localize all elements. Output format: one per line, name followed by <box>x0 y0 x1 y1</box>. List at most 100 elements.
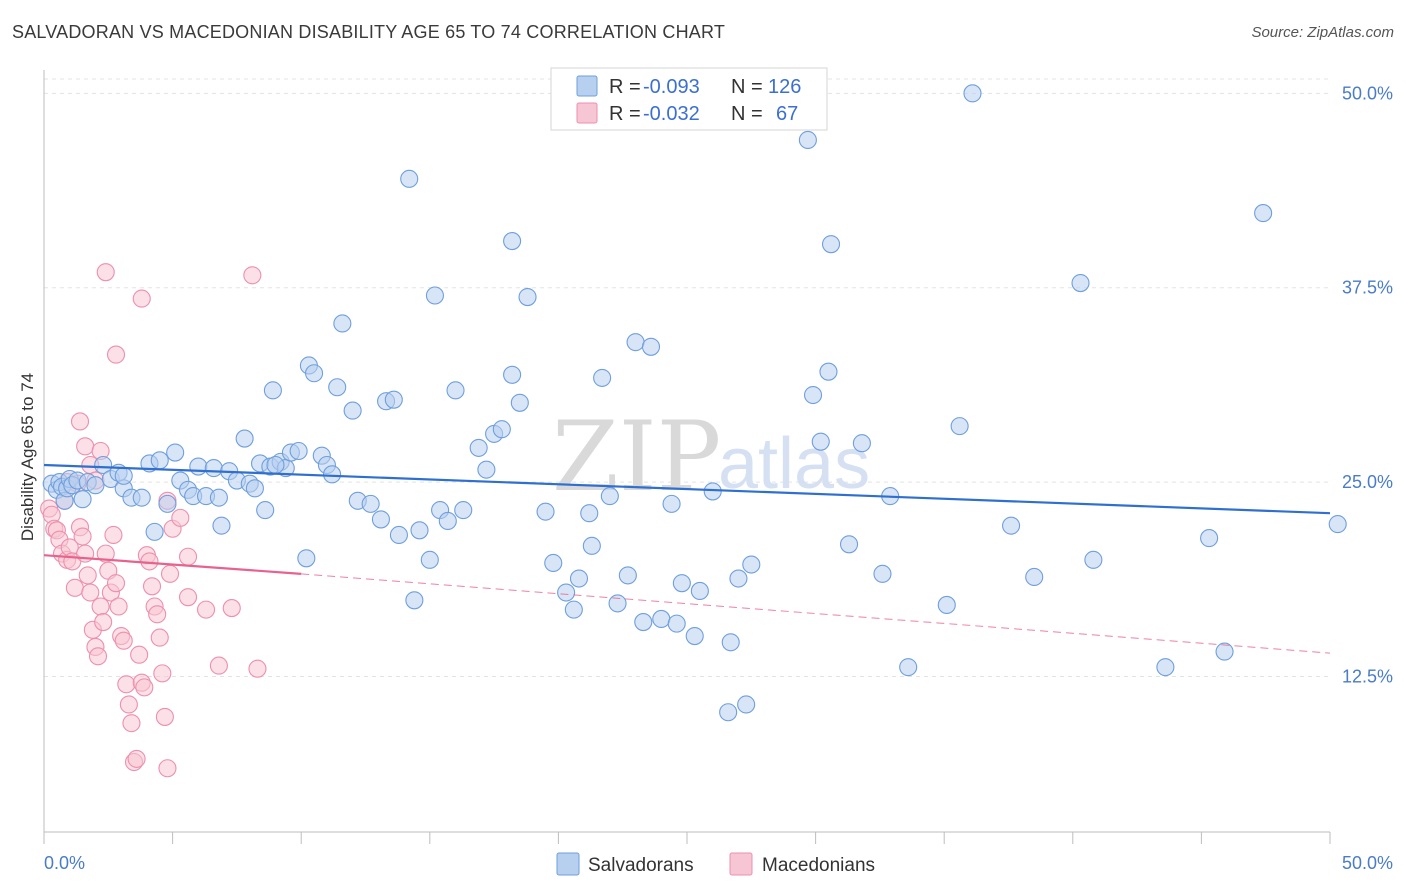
legend-n-value-2: 67 <box>776 103 798 125</box>
salvadorans-point <box>963 84 982 103</box>
salvadorans-point <box>114 466 133 485</box>
salvadorans-points <box>42 84 1347 722</box>
salvadorans-point <box>189 457 208 476</box>
salvadorans-point <box>305 364 324 383</box>
legend-r-label-1: R = <box>609 76 641 98</box>
salvadorans-point <box>1002 516 1021 535</box>
salvadorans-point <box>803 385 823 405</box>
salvadorans-point <box>420 550 439 569</box>
salvadorans-point <box>819 362 838 381</box>
macedonians-point <box>178 547 198 566</box>
macedonians-point <box>73 527 92 546</box>
axes <box>43 70 1331 844</box>
salvadorans-point <box>1071 273 1090 293</box>
salvadorans-point <box>256 501 275 520</box>
macedonians-point <box>150 628 169 647</box>
salvadorans-point <box>1084 550 1103 569</box>
legend-n-label-2: N = <box>731 103 763 125</box>
salvadorans-point <box>641 337 661 356</box>
salvadorans-point <box>289 441 308 461</box>
salvadorans-point <box>536 502 555 521</box>
salvadorans-point <box>1025 567 1044 587</box>
salvadorans-point <box>343 401 362 420</box>
macedonians-point <box>65 578 84 597</box>
salvadorans-point <box>721 633 740 652</box>
salvadorans-point <box>150 451 169 470</box>
salvadorans-point <box>361 494 380 513</box>
salvadorans-point <box>652 609 671 629</box>
macedonians-point <box>155 707 174 726</box>
salvadorans-trend-line <box>43 463 1331 515</box>
salvadorans-point <box>384 390 403 409</box>
salvadorans-point <box>634 613 653 632</box>
salvadorans-point <box>937 595 956 615</box>
salvadorans-point <box>719 703 738 722</box>
salvadorans-point <box>742 555 761 574</box>
y-tick-label-3: 50.0% <box>1342 83 1393 103</box>
macedonians-point <box>153 664 172 683</box>
y-tick-label-1: 25.0% <box>1342 472 1393 492</box>
legend-swatch-salvadorans <box>576 75 598 97</box>
x-tick-label-0: 0.0% <box>44 853 85 873</box>
salvadorans-point <box>333 314 352 333</box>
salvadorans-point <box>662 494 681 513</box>
legend-n-label-1: N = <box>731 76 763 98</box>
macedonians-point <box>104 525 123 545</box>
salvadorans-point <box>899 658 918 677</box>
macedonians-point <box>135 678 154 697</box>
x-tick-label-1: 50.0% <box>1342 853 1393 873</box>
salvadorans-point <box>593 368 612 387</box>
macedonians-point <box>114 631 133 650</box>
salvadorans-point <box>557 583 576 602</box>
macedonians-point <box>109 597 128 616</box>
salvadorans-point <box>510 393 529 412</box>
salvadorans-point <box>873 564 892 583</box>
salvadorans-point <box>672 574 691 593</box>
salvadorans-point <box>608 594 627 613</box>
salvadorans-point <box>811 432 830 451</box>
macedonians-point <box>88 647 108 666</box>
salvadorans-point <box>477 460 496 479</box>
salvadorans-point <box>454 501 473 520</box>
macedonians-point <box>248 659 267 678</box>
salvadorans-point <box>821 235 841 254</box>
salvadorans-point <box>1200 529 1219 548</box>
macedonians-point <box>127 749 146 768</box>
macedonians-point <box>117 675 136 694</box>
watermark-zip: ZIP <box>552 401 721 513</box>
salvadorans-point <box>446 381 465 400</box>
salvadorans-point <box>544 553 563 573</box>
salvadorans-point <box>685 627 704 646</box>
salvadorans-point <box>405 591 424 610</box>
salvadorans-point <box>839 535 859 554</box>
salvadorans-point <box>564 600 583 619</box>
source-label: Source: ZipAtlas.com <box>1251 24 1394 41</box>
salvadorans-point <box>503 365 522 384</box>
salvadorans-point <box>166 443 185 462</box>
bottom-legend-swatch-salvadorans <box>556 852 580 876</box>
salvadorans-point <box>518 287 537 307</box>
trend-lines <box>43 463 1331 654</box>
macedonians-point <box>106 345 126 364</box>
salvadorans-point <box>204 459 223 478</box>
salvadorans-point <box>798 130 817 150</box>
salvadorans-point <box>145 522 164 541</box>
macedonians-point <box>196 600 216 619</box>
macedonians-point <box>122 714 141 733</box>
y-axis-label: Disability Age 65 to 74 <box>18 373 37 541</box>
salvadorans-point <box>626 333 645 352</box>
salvadorans-point <box>425 286 444 305</box>
salvadorans-point <box>209 488 228 507</box>
bottom-legend-macedonians: Macedonians <box>762 855 875 876</box>
macedonians-point <box>106 574 126 593</box>
macedonians-point <box>70 412 90 431</box>
salvadorans-point <box>492 420 511 439</box>
salvadorans-point <box>297 549 316 568</box>
macedonians-point <box>243 266 262 285</box>
salvadorans-point <box>132 488 151 507</box>
macedonians-point <box>81 583 100 602</box>
macedonians-point <box>171 508 190 527</box>
salvadorans-point <box>328 378 347 397</box>
salvadorans-point <box>263 381 282 400</box>
